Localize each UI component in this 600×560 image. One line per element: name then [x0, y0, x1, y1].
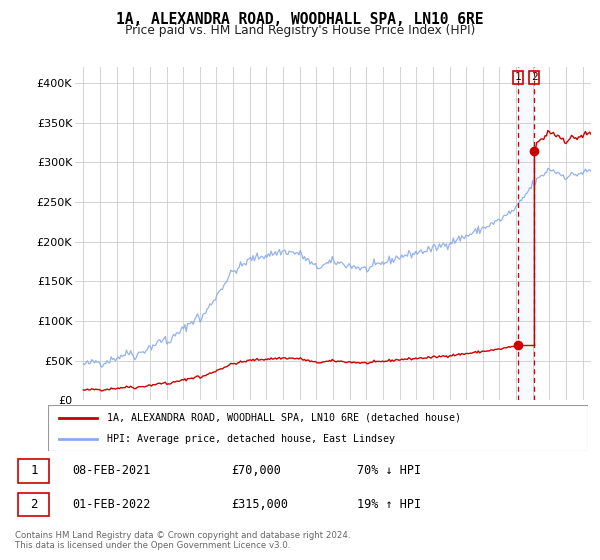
- Bar: [518, 67, 535, 400]
- Text: Contains HM Land Registry data © Crown copyright and database right 2024.
This d: Contains HM Land Registry data © Crown c…: [15, 530, 350, 550]
- FancyBboxPatch shape: [48, 405, 588, 451]
- Text: 1A, ALEXANDRA ROAD, WOODHALL SPA, LN10 6RE (detached house): 1A, ALEXANDRA ROAD, WOODHALL SPA, LN10 6…: [107, 413, 461, 423]
- Text: Price paid vs. HM Land Registry's House Price Index (HPI): Price paid vs. HM Land Registry's House …: [125, 24, 475, 37]
- Text: 2: 2: [30, 498, 38, 511]
- Text: 70% ↓ HPI: 70% ↓ HPI: [357, 464, 421, 478]
- Text: 1A, ALEXANDRA ROAD, WOODHALL SPA, LN10 6RE: 1A, ALEXANDRA ROAD, WOODHALL SPA, LN10 6…: [116, 12, 484, 27]
- FancyBboxPatch shape: [18, 493, 49, 516]
- Text: 1: 1: [514, 72, 521, 82]
- Text: £70,000: £70,000: [232, 464, 281, 478]
- Text: 08-FEB-2021: 08-FEB-2021: [72, 464, 151, 478]
- Text: 1: 1: [30, 464, 38, 478]
- Text: 19% ↑ HPI: 19% ↑ HPI: [357, 498, 421, 511]
- Text: £315,000: £315,000: [232, 498, 289, 511]
- Text: HPI: Average price, detached house, East Lindsey: HPI: Average price, detached house, East…: [107, 435, 395, 444]
- Text: 01-FEB-2022: 01-FEB-2022: [72, 498, 151, 511]
- FancyBboxPatch shape: [18, 459, 49, 483]
- Text: 2: 2: [531, 72, 538, 82]
